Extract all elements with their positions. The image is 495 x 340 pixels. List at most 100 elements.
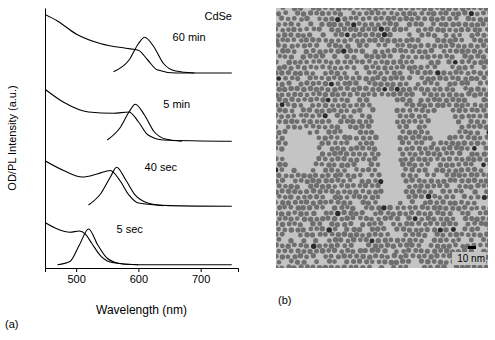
- nanocrystal: [395, 87, 400, 92]
- nanocrystal: [372, 156, 378, 162]
- nanocrystal: [403, 167, 408, 172]
- nanocrystal: [409, 167, 414, 172]
- nanocrystal: [364, 65, 370, 71]
- nanocrystal: [416, 210, 421, 215]
- nanocrystal: [351, 152, 356, 157]
- nanocrystal: [373, 60, 378, 65]
- nanocrystal: [276, 156, 279, 161]
- nanocrystal: [447, 221, 452, 226]
- nanocrystal: [403, 233, 408, 238]
- nanocrystal: [308, 53, 313, 58]
- nanocrystal: [282, 87, 287, 92]
- nanocrystal: [370, 195, 376, 201]
- nanocrystal: [407, 173, 412, 178]
- nanocrystal: [388, 76, 393, 81]
- nanocrystal: [400, 152, 405, 157]
- scale-bar-label-bg: [452, 252, 486, 265]
- nanocrystal: [419, 75, 424, 80]
- nanocrystal: [280, 232, 285, 237]
- nanocrystal: [341, 210, 346, 215]
- nanocrystal: [308, 184, 313, 189]
- nanocrystal: [299, 113, 304, 118]
- nanocrystal: [468, 43, 473, 48]
- nanocrystal: [469, 195, 474, 200]
- nanocrystal: [478, 179, 483, 184]
- nanocrystal: [348, 59, 353, 64]
- nanocrystal: [320, 32, 325, 37]
- nanocrystal: [460, 49, 465, 54]
- nanocrystal: [400, 162, 406, 168]
- nanocrystal: [316, 81, 321, 86]
- nanocrystal: [295, 10, 300, 15]
- nanocrystal: [407, 130, 413, 136]
- nanocrystal: [474, 76, 479, 81]
- nanocrystal: [364, 11, 369, 16]
- nanocrystal: [279, 211, 285, 217]
- nanocrystal: [389, 260, 395, 266]
- nanocrystal: [370, 259, 375, 264]
- nanocrystal: [325, 215, 330, 220]
- nanocrystal: [276, 49, 278, 54]
- nanocrystal: [323, 81, 329, 87]
- nanocrystal: [487, 10, 488, 15]
- nanocrystal: [434, 200, 439, 205]
- nanocrystal: [280, 82, 285, 87]
- nanocrystal: [478, 243, 483, 248]
- nanocrystal: [360, 49, 365, 54]
- nanocrystal: [381, 226, 386, 231]
- nanocrystal: [444, 163, 450, 169]
- nanocrystal: [335, 265, 340, 268]
- nanocrystal: [401, 172, 406, 177]
- nanocrystal: [472, 38, 477, 43]
- nanocrystal: [389, 238, 394, 243]
- nanocrystal: [397, 135, 402, 140]
- nanocrystal: [395, 43, 400, 48]
- nanocrystal: [454, 145, 459, 150]
- nanocrystal: [460, 211, 465, 216]
- nanocrystal: [353, 80, 359, 86]
- nanocrystal: [296, 195, 301, 200]
- nanocrystal: [391, 222, 396, 227]
- nanocrystal: [286, 211, 291, 216]
- nanocrystal: [439, 22, 444, 27]
- nanocrystal: [308, 64, 313, 69]
- nanocrystal: [293, 60, 298, 65]
- nanocrystal: [373, 178, 378, 183]
- nanocrystal: [456, 173, 461, 178]
- nanocrystal: [329, 135, 334, 140]
- nanocrystal: [470, 107, 475, 112]
- nanocrystal: [319, 22, 324, 27]
- nanocrystal: [398, 17, 403, 22]
- nanocrystal: [292, 189, 297, 194]
- nanocrystal: [487, 33, 488, 38]
- nanocrystal: [475, 108, 480, 113]
- nanocrystal: [432, 33, 437, 38]
- nanocrystal: [360, 179, 365, 184]
- nanocrystal: [342, 26, 347, 31]
- nanocrystal: [387, 32, 393, 38]
- nanocrystal: [398, 38, 403, 43]
- nanocrystal: [376, 22, 381, 27]
- nanocrystal: [412, 44, 417, 49]
- nanocrystal: [469, 162, 474, 167]
- nanocrystal: [407, 238, 412, 243]
- nanocrystal: [348, 103, 353, 108]
- nanocrystal: [293, 179, 298, 184]
- nanocrystal: [339, 205, 344, 210]
- nanocrystal: [357, 151, 362, 156]
- nanocrystal: [460, 59, 465, 64]
- nanocrystal: [305, 179, 310, 184]
- nanocrystal: [358, 173, 363, 178]
- nanocrystal: [277, 260, 282, 265]
- nanocrystal: [332, 129, 337, 134]
- nanocrystal: [363, 22, 368, 27]
- nanocrystal: [465, 146, 470, 151]
- nanocrystal: [342, 222, 347, 227]
- nanocrystal: [477, 156, 482, 161]
- nanocrystal: [280, 178, 285, 183]
- nanocrystal: [488, 65, 489, 70]
- nanocrystal: [449, 54, 454, 59]
- nanocrystal: [454, 92, 459, 97]
- nanocrystal: [292, 210, 297, 215]
- nanocrystal: [420, 55, 425, 60]
